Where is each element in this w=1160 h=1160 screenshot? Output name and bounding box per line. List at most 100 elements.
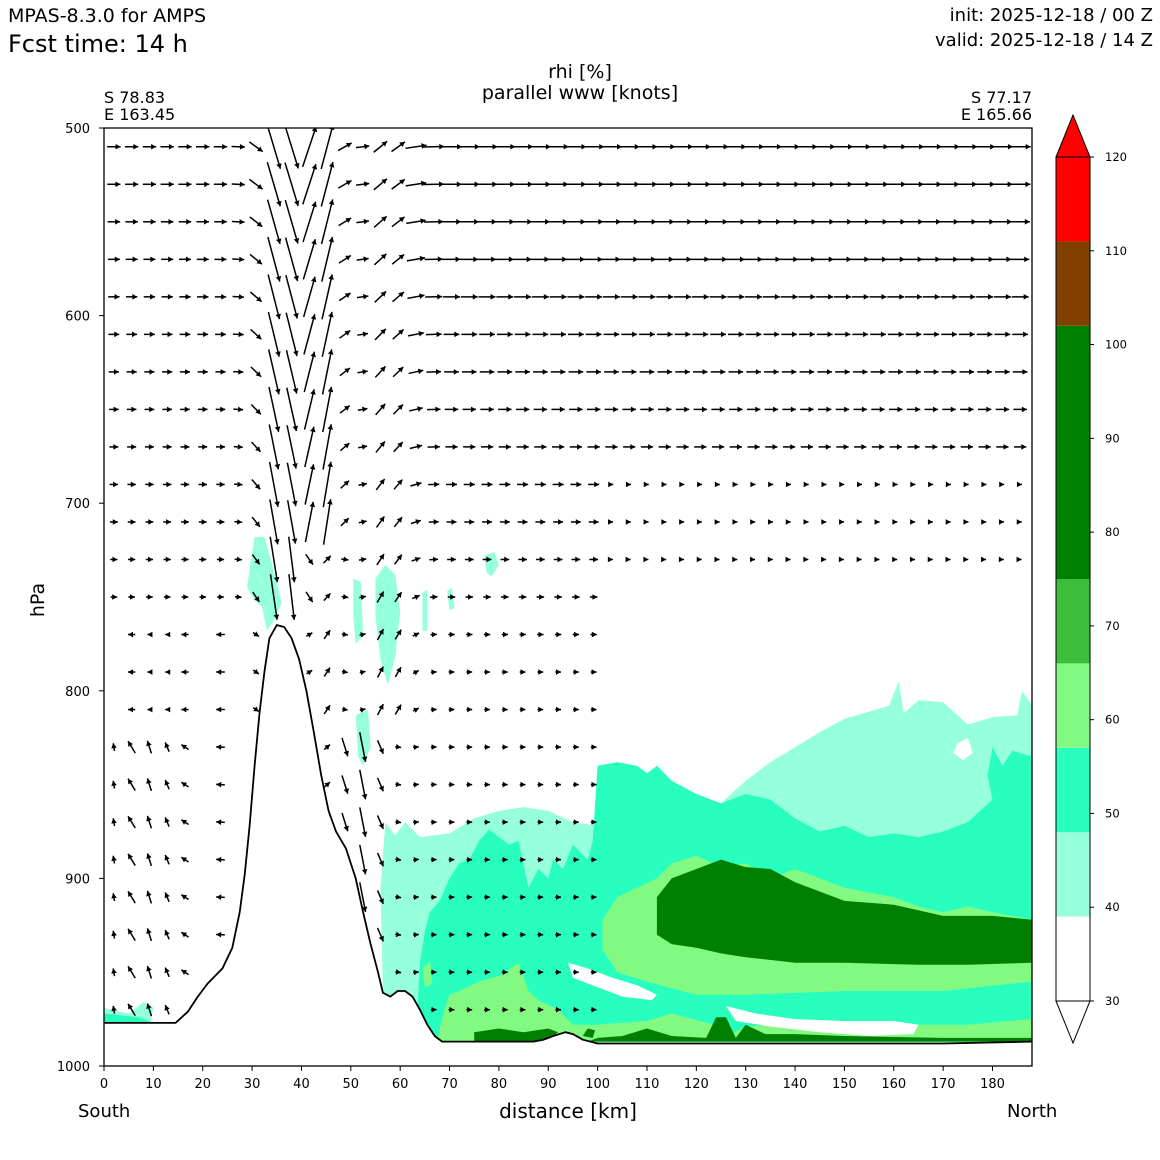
wind-arrow bbox=[484, 931, 490, 938]
wind-arrow bbox=[745, 331, 762, 338]
wind-arrow bbox=[482, 556, 492, 563]
wind-arrow bbox=[446, 519, 457, 525]
wind-arrow bbox=[266, 199, 282, 245]
wind-arrow bbox=[781, 369, 797, 375]
rhi-region-80 bbox=[656, 859, 1032, 965]
wind-arrow bbox=[429, 594, 438, 600]
wind-arrow bbox=[340, 517, 350, 527]
wind-arrow bbox=[1009, 181, 1031, 188]
wind-arrow bbox=[430, 781, 437, 788]
wind-arrow bbox=[590, 931, 597, 938]
colorbar-segment bbox=[1056, 663, 1090, 748]
x-tick-label: 0 bbox=[100, 1077, 108, 1092]
wind-arrow bbox=[216, 556, 225, 563]
wind-arrow bbox=[903, 219, 924, 225]
wind-arrow bbox=[444, 369, 459, 375]
wind-arrow bbox=[395, 743, 402, 750]
wind-arrow bbox=[856, 519, 862, 525]
wind-arrow bbox=[198, 481, 207, 488]
wind-arrow bbox=[640, 406, 654, 413]
wind-arrow bbox=[391, 253, 405, 265]
wind-arrow bbox=[215, 444, 225, 450]
wind-arrow bbox=[709, 294, 727, 300]
wind-arrow bbox=[519, 706, 526, 713]
wind-arrow bbox=[928, 481, 934, 488]
wind-arrow bbox=[321, 349, 334, 395]
wind-arrow bbox=[376, 890, 384, 905]
wind-arrow bbox=[729, 444, 742, 450]
wind-arrow bbox=[374, 328, 387, 341]
wind-arrow bbox=[323, 781, 331, 788]
wind-arrow bbox=[981, 481, 987, 488]
wind-arrow bbox=[519, 969, 526, 975]
wind-arrow bbox=[376, 703, 384, 716]
wind-arrow bbox=[483, 594, 491, 600]
wind-arrow bbox=[466, 856, 473, 863]
wind-arrow bbox=[393, 441, 404, 453]
wind-arrow bbox=[907, 444, 920, 450]
wind-arrow bbox=[555, 931, 562, 938]
y-tick-label: 1000 bbox=[57, 1060, 90, 1075]
wind-arrow bbox=[519, 931, 526, 938]
wind-arrow bbox=[849, 181, 871, 188]
wind-arrow bbox=[217, 594, 224, 600]
rhi-region-40 bbox=[355, 709, 371, 766]
wind-vector-layer bbox=[107, 128, 1031, 1017]
wind-arrow bbox=[852, 369, 868, 375]
wind-arrow bbox=[178, 143, 192, 150]
wind-arrow bbox=[554, 594, 562, 600]
wind-arrow bbox=[993, 294, 1011, 300]
wind-arrow bbox=[232, 294, 244, 300]
wind-arrow bbox=[179, 369, 191, 375]
wind-arrow bbox=[214, 256, 227, 263]
wind-arrow bbox=[373, 140, 388, 153]
wind-arrow bbox=[555, 856, 562, 863]
wind-arrow bbox=[181, 594, 189, 600]
wind-arrow bbox=[356, 256, 369, 262]
wind-arrow bbox=[267, 311, 281, 357]
wind-arrow bbox=[460, 256, 479, 263]
wind-arrow bbox=[551, 444, 565, 450]
wind-arrow bbox=[513, 256, 532, 263]
wind-arrow bbox=[850, 219, 870, 225]
wind-arrow bbox=[803, 556, 809, 563]
wind-arrow bbox=[501, 781, 508, 788]
wind-arrow bbox=[639, 331, 655, 338]
wind-arrow bbox=[516, 444, 529, 450]
wind-arrow bbox=[216, 669, 225, 675]
wind-arrow bbox=[945, 519, 951, 525]
wind-arrow bbox=[323, 667, 331, 677]
wind-arrow bbox=[549, 294, 567, 300]
colorbar-tick-label: 50 bbox=[1105, 806, 1120, 820]
wind-arrow bbox=[892, 519, 898, 525]
wind-arrow bbox=[1009, 143, 1031, 150]
wind-arrow bbox=[413, 969, 419, 976]
wind-arrow bbox=[341, 593, 349, 600]
wind-arrow bbox=[744, 256, 763, 263]
wind-arrow bbox=[165, 706, 171, 713]
wind-arrow bbox=[821, 481, 827, 488]
wind-arrow bbox=[249, 178, 264, 190]
wind-arrow bbox=[537, 631, 544, 638]
wind-arrow bbox=[391, 141, 406, 153]
wind-arrow bbox=[625, 519, 631, 525]
wind-arrow bbox=[512, 181, 533, 188]
wind-arrow bbox=[672, 219, 693, 225]
wind-arrow bbox=[835, 406, 850, 413]
x-tick-label: 140 bbox=[783, 1077, 808, 1092]
wind-arrow bbox=[998, 519, 1004, 525]
wind-arrow bbox=[874, 556, 880, 563]
wind-arrow bbox=[691, 256, 710, 263]
wind-arrow bbox=[341, 631, 349, 637]
wind-arrow bbox=[392, 328, 405, 340]
wind-arrow bbox=[463, 481, 475, 488]
wind-arrow bbox=[781, 331, 798, 338]
wind-arrow bbox=[164, 742, 170, 753]
wind-arrow bbox=[938, 181, 960, 188]
wind-arrow bbox=[501, 669, 508, 675]
wind-arrow bbox=[590, 1006, 597, 1013]
wind-arrow bbox=[395, 894, 402, 900]
wind-arrow bbox=[164, 892, 170, 903]
wind-arrow bbox=[530, 219, 551, 225]
wind-arrow bbox=[197, 331, 209, 338]
